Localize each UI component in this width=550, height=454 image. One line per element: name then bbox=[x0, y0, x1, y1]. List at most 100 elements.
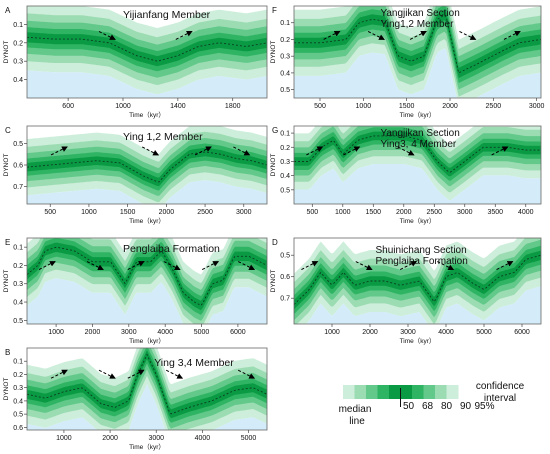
y-tick-label: 0.5 bbox=[13, 318, 23, 325]
panel-letter: C bbox=[5, 126, 11, 135]
x-tick-label: 1500 bbox=[120, 209, 136, 216]
x-tick-label: 500 bbox=[306, 209, 318, 216]
y-tick-label: 0.4 bbox=[13, 300, 23, 307]
y-tick-label: 0.3 bbox=[13, 281, 23, 288]
trend-arrow-down bbox=[233, 146, 251, 156]
legend-swatch bbox=[343, 385, 355, 399]
x-tick-label: 2000 bbox=[442, 103, 458, 110]
lower-fill bbox=[27, 278, 267, 324]
confidence-band bbox=[27, 32, 267, 67]
x-tick-label: 600 bbox=[62, 103, 74, 110]
x-tick-label: 1000 bbox=[81, 209, 97, 216]
median-line bbox=[27, 246, 267, 306]
y-axis-label: DYNOT bbox=[3, 41, 10, 64]
x-axis-label: Time（kyr） bbox=[129, 217, 165, 225]
legend-swatch bbox=[354, 385, 367, 399]
confidence-band bbox=[27, 147, 267, 187]
chart-panel-b: 1000 2000 3000 4000 5000 0.1 0.2 0.3 0.4 0.5 0.6 Ti… bbox=[3, 347, 268, 451]
y-axis-label: DYNOT bbox=[270, 154, 277, 177]
lower-fill bbox=[27, 180, 267, 204]
trend-arrow-up bbox=[343, 146, 361, 156]
lower-fill bbox=[27, 384, 267, 430]
plot-frame bbox=[293, 237, 542, 325]
trend-arrow-down bbox=[459, 30, 477, 40]
median-line bbox=[27, 151, 267, 183]
x-tick-label: 2500 bbox=[426, 209, 442, 216]
legend-median-label: line bbox=[349, 416, 365, 427]
x-axis-label: Time（kyr） bbox=[129, 111, 165, 119]
panel-title: Ying 3,4 Member bbox=[154, 357, 234, 369]
x-tick-label: 3000 bbox=[121, 329, 137, 336]
y-tick-label: 0.7 bbox=[280, 296, 290, 303]
plot-area bbox=[294, 6, 541, 98]
median-line bbox=[294, 14, 541, 74]
x-tick-label: 3000 bbox=[236, 209, 252, 216]
trend-arrow-down bbox=[355, 261, 373, 270]
trend-arrow-up bbox=[201, 261, 220, 270]
y-tick-label: 0.4 bbox=[13, 398, 23, 405]
x-tick-label: 3000 bbox=[529, 103, 545, 110]
x-tick-label: 6000 bbox=[230, 329, 246, 336]
x-tick-label: 1800 bbox=[225, 103, 241, 110]
panel-title: Yijianfang Member bbox=[123, 9, 211, 21]
plot-frame bbox=[26, 347, 268, 431]
plot-frame bbox=[293, 125, 542, 205]
legend-swatch bbox=[446, 385, 459, 399]
y-tick-label: 0.5 bbox=[13, 412, 23, 419]
chart-panels: 600 1000 1400 1800 0.1 0.2 0.3 0.4 Time（kyr） DYNO… bbox=[3, 5, 545, 451]
x-axis-label: Time（kyr） bbox=[400, 217, 436, 225]
legend-swatch bbox=[412, 385, 424, 399]
y-axis-label: DYNOT bbox=[3, 270, 10, 293]
y-tick-label: 0.1 bbox=[13, 245, 23, 252]
y-tick-label: 0.2 bbox=[280, 145, 290, 152]
trend-arrow-down bbox=[397, 146, 415, 156]
y-tick-label: 0.5 bbox=[13, 141, 23, 148]
y-tick-label: 0.2 bbox=[13, 263, 23, 270]
x-tick-label: 1000 bbox=[356, 103, 372, 110]
legend-label: 95% bbox=[474, 401, 494, 412]
panel-subtitle: Penglaiba Formation bbox=[376, 256, 468, 267]
y-tick-label: 0.3 bbox=[13, 385, 23, 392]
x-axis-label: Time（kyr） bbox=[400, 337, 436, 345]
legend-swatch bbox=[423, 385, 436, 399]
median-line bbox=[27, 36, 267, 62]
lower-fill bbox=[27, 70, 267, 98]
median-line bbox=[27, 353, 267, 415]
x-tick-label: 1500 bbox=[399, 103, 415, 110]
plot-area bbox=[27, 238, 267, 324]
y-tick-label: 0.6 bbox=[13, 425, 23, 432]
median-line bbox=[294, 135, 541, 173]
trend-arrow-down bbox=[367, 30, 385, 40]
x-axis-label: Time（kyr） bbox=[129, 443, 165, 451]
legend-label: 90 bbox=[460, 401, 472, 412]
panel-letter: E bbox=[5, 238, 10, 247]
trend-arrow-up bbox=[127, 261, 145, 270]
lower-fill bbox=[294, 48, 541, 98]
legend-median-label: median bbox=[339, 404, 372, 415]
y-tick-label: 0.1 bbox=[13, 22, 23, 29]
panel-letter: D bbox=[272, 238, 278, 247]
y-axis-label: DYNOT bbox=[270, 41, 277, 64]
panel-title: Shuinichang Section bbox=[376, 245, 467, 256]
plot-area bbox=[294, 126, 541, 204]
legend-swatch bbox=[366, 385, 378, 399]
legend-swatch bbox=[435, 385, 447, 399]
x-tick-label: 3500 bbox=[487, 209, 503, 216]
x-tick-label: 500 bbox=[314, 103, 326, 110]
plot-frame bbox=[26, 237, 268, 325]
trend-arrow-up bbox=[38, 261, 56, 270]
y-tick-label: 0.1 bbox=[280, 131, 290, 138]
x-tick-label: 2000 bbox=[102, 435, 118, 442]
y-axis-label: DYNOT bbox=[3, 378, 10, 401]
y-tick-label: 0.1 bbox=[13, 359, 23, 366]
x-axis-label: Time（kyr） bbox=[129, 337, 165, 345]
trend-arrow-up bbox=[175, 30, 193, 40]
y-tick-label: 0.3 bbox=[280, 54, 290, 61]
panel-subtitle: Ying3, 4 Member bbox=[380, 139, 456, 150]
x-tick-label: 4000 bbox=[157, 329, 173, 336]
x-tick-label: 1500 bbox=[365, 209, 381, 216]
legend-swatch bbox=[377, 385, 390, 399]
y-tick-label: 0.2 bbox=[13, 40, 23, 47]
